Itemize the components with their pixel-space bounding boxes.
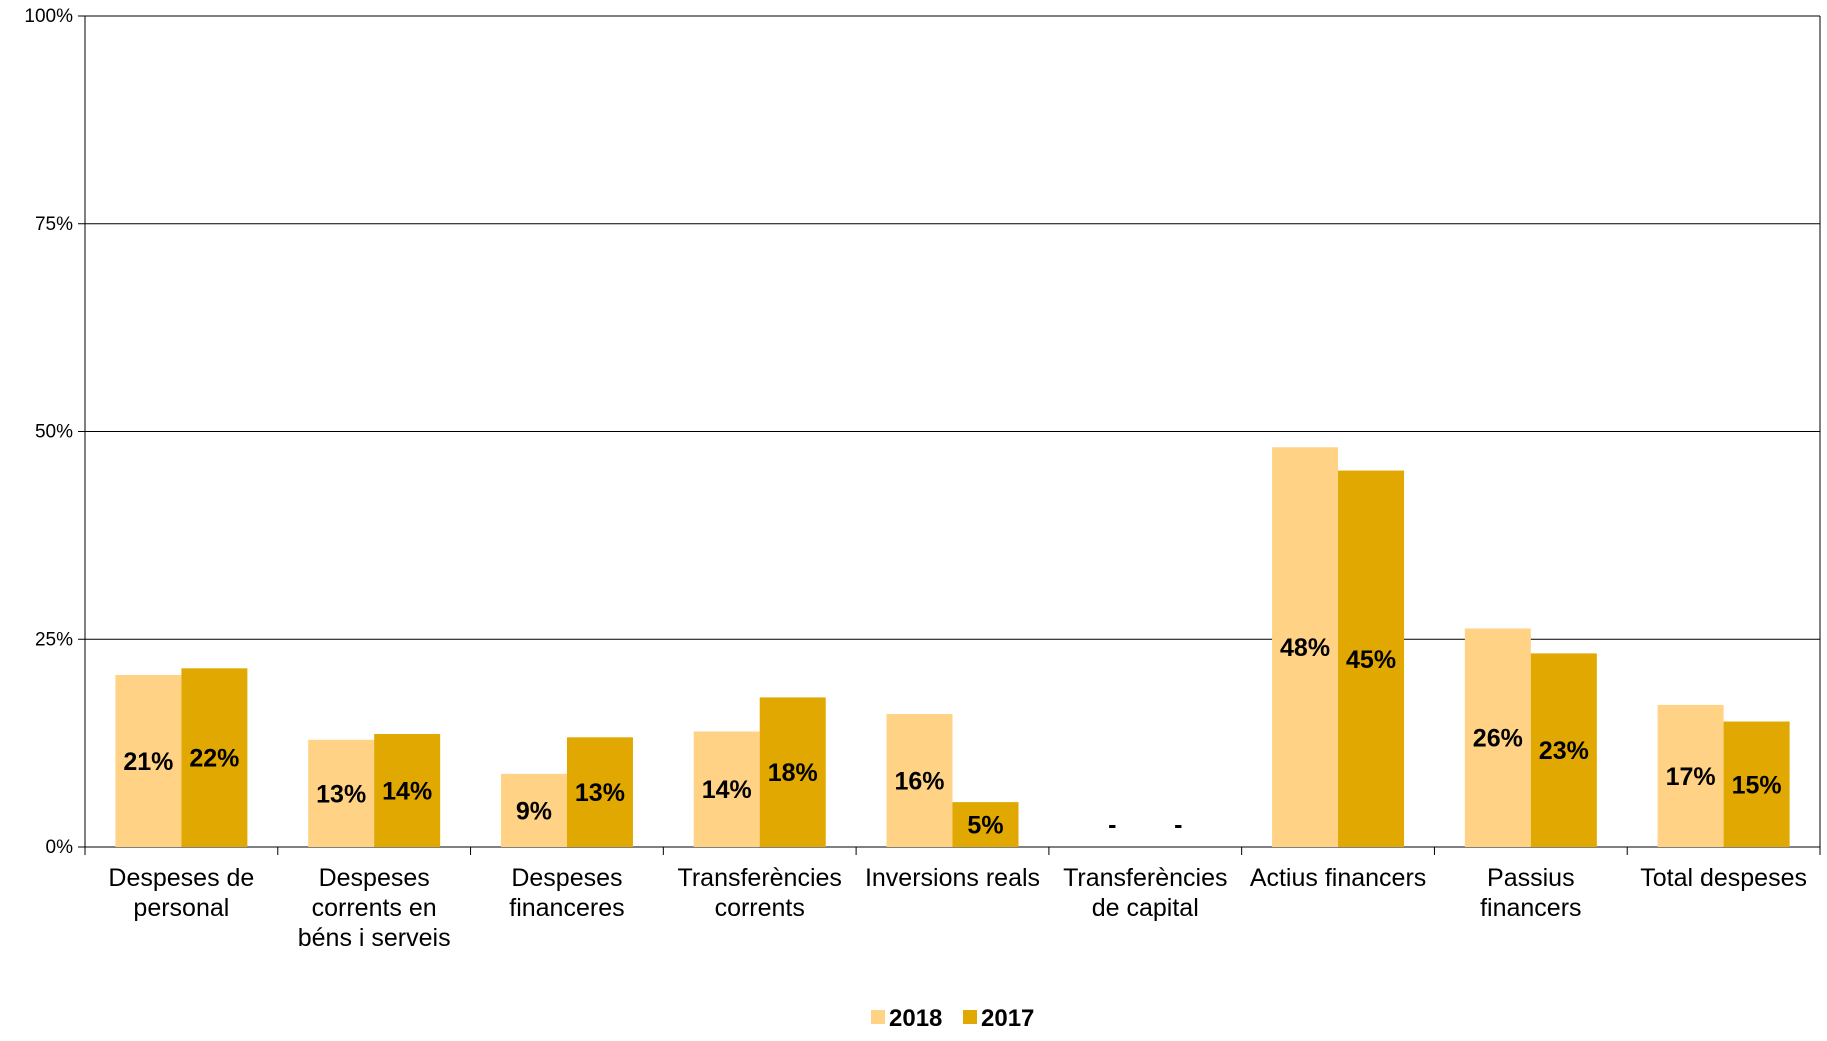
legend-swatch-2017 — [963, 1010, 977, 1024]
bar-2017-3 — [759, 697, 826, 847]
bar-2017-1 — [374, 733, 441, 847]
data-label-2018-7: 26% — [1473, 725, 1523, 753]
legend: 2018 2017 — [871, 1005, 1034, 1032]
y-tick-label: 50% — [35, 422, 73, 443]
bars — [115, 447, 1790, 847]
bar-2018-4 — [886, 714, 953, 847]
data-label-2018-6: 48% — [1280, 634, 1330, 662]
bar-2017-4 — [952, 802, 1019, 847]
category-label: de capital — [1092, 894, 1199, 922]
category-label: corrents en — [312, 894, 437, 922]
data-label-2017-4: 5% — [967, 812, 1003, 840]
legend-label-2018: 2018 — [889, 1005, 942, 1032]
category-label: Passius — [1487, 864, 1575, 892]
bar-2018-3 — [693, 731, 760, 847]
y-tick-label: 25% — [35, 629, 73, 650]
y-tick-label: 100% — [24, 6, 73, 27]
category-label: personal — [133, 894, 229, 922]
bar-2018-1 — [308, 739, 375, 847]
category-label: Despeses de — [108, 864, 254, 892]
data-label-2017-6: 45% — [1346, 646, 1396, 674]
category-label: Total despeses — [1640, 864, 1807, 892]
category-label: Transferències — [1063, 864, 1227, 892]
bar-2018-2 — [500, 773, 567, 847]
category-label: corrents — [715, 894, 805, 922]
bar-2017-7 — [1530, 653, 1597, 847]
bar-2017-0 — [181, 668, 248, 847]
data-label-2018-1: 13% — [316, 780, 366, 808]
bar-2018-6 — [1272, 447, 1339, 847]
data-label-2017-8: 15% — [1732, 771, 1782, 799]
bar-2018-0 — [115, 674, 182, 847]
y-tick-label: 0% — [46, 837, 74, 858]
data-label-2018-5: - — [1108, 811, 1116, 839]
y-tick-label: 75% — [35, 214, 73, 235]
data-label-2017-0: 22% — [189, 745, 239, 773]
data-labels: 21% 22% 13% 14% 9% 13% 14% 18% 16% 5% - - 48% 45% 26% 2… — [123, 634, 1781, 839]
data-label-2018-0: 21% — [123, 748, 173, 776]
bar-2017-6 — [1338, 470, 1405, 847]
data-label-2018-3: 14% — [702, 776, 752, 804]
data-label-2018-4: 16% — [894, 768, 944, 796]
bar-2017-2 — [566, 737, 633, 847]
data-label-2017-5: - — [1174, 811, 1182, 839]
bar-2017-8 — [1723, 721, 1790, 847]
bar-2018-7 — [1464, 628, 1531, 847]
data-label-2018-2: 9% — [516, 797, 552, 825]
gridlines — [85, 15, 1820, 640]
y-tick-labels: 0% 25% 50% 75% 100% — [24, 6, 73, 858]
category-label: financeres — [509, 894, 624, 922]
category-label: Despeses — [511, 864, 622, 892]
data-label-2017-2: 13% — [575, 779, 625, 807]
data-label-2017-7: 23% — [1539, 737, 1589, 765]
data-label-2017-1: 14% — [382, 777, 432, 805]
legend-label-2017: 2017 — [981, 1005, 1034, 1032]
category-label: Despeses — [319, 864, 430, 892]
data-label-2017-3: 18% — [768, 759, 818, 787]
data-label-2018-8: 17% — [1666, 763, 1716, 791]
category-label: Inversions reals — [865, 864, 1040, 892]
category-label: Transferències — [678, 864, 842, 892]
bar-2018-8 — [1657, 704, 1724, 847]
category-label: financers — [1480, 894, 1581, 922]
category-label: béns i serveis — [298, 924, 451, 952]
legend-swatch-2018 — [871, 1010, 885, 1024]
category-label: Actius financers — [1250, 864, 1426, 892]
